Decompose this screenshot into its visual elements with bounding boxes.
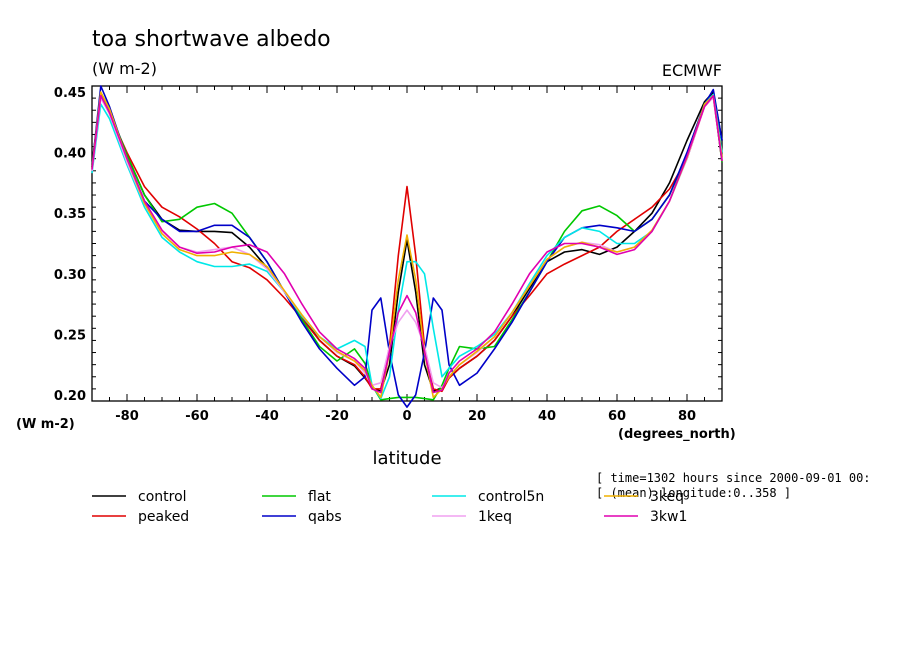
y-tick-label: 0.45: [54, 86, 86, 101]
legend: control peaked flat qabs control5n 1keq 3keq 3k…: [92, 489, 687, 525]
series-line-flat: [91, 93, 723, 401]
x-tick-label: -80: [115, 409, 139, 424]
legend-label-1keq: 1keq: [478, 509, 512, 525]
series-lines: [91, 85, 723, 408]
y-tick-label: 0.20: [54, 389, 86, 404]
y-tick-labels: 0.20 0.25 0.30 0.35 0.40 0.45: [54, 86, 86, 404]
x-tick-label: 80: [678, 409, 696, 424]
source-label: ECMWF: [662, 61, 722, 80]
x-tick-label: 20: [468, 409, 486, 424]
x-tick-label: 0: [402, 409, 411, 424]
info-longitude: [ (mean) longitude:0..358 ]: [596, 486, 791, 500]
x-unit-label: (degrees_north): [618, 427, 736, 442]
series-line-3kw1: [91, 94, 723, 394]
x-tick-label: -40: [255, 409, 279, 424]
legend-label-3keq: 3keq: [650, 489, 684, 505]
x-axis-label: latitude: [372, 448, 441, 469]
y-tick-label: 0.30: [54, 268, 86, 283]
series-line-qabs: [91, 85, 723, 408]
x-tick-labels: -80 -60 -40 -20 0 20 40 60 80: [115, 409, 696, 424]
chart-title: toa shortwave albedo: [92, 27, 331, 52]
series-line-control5n: [91, 93, 723, 400]
legend-label-peaked: peaked: [138, 509, 189, 525]
y-unit-label: (W m-2): [16, 417, 75, 432]
y-tick-label: 0.25: [54, 328, 86, 343]
x-tick-label: 60: [608, 409, 626, 424]
chart-units: (W m-2): [92, 59, 157, 78]
legend-label-control5n: control5n: [478, 489, 544, 505]
y-tick-label: 0.40: [54, 147, 86, 162]
series-line-peaked: [91, 96, 723, 393]
legend-label-qabs: qabs: [308, 509, 342, 525]
legend-label-flat: flat: [308, 489, 331, 505]
y-tick-label: 0.35: [54, 207, 86, 222]
x-tick-label: 40: [538, 409, 556, 424]
x-tick-label: -60: [185, 409, 209, 424]
series-line-control: [91, 91, 723, 393]
legend-label-3kw1: 3kw1: [650, 509, 687, 525]
x-tick-label: -20: [325, 409, 349, 424]
series-line-3keq: [91, 91, 723, 399]
info-time: [ time=1302 hours since 2000-09-01 00:: [596, 471, 871, 485]
legend-label-control: control: [138, 489, 187, 505]
